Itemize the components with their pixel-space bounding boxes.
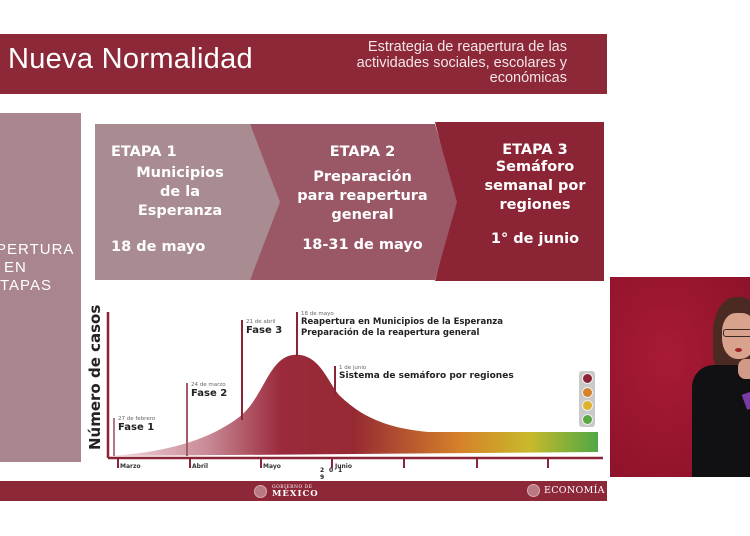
stray-char: 2 — [320, 467, 325, 474]
orange-lamp — [581, 386, 593, 398]
traffic-light-icon — [579, 371, 595, 427]
stages-panel: ETAPA 1 Municipios de la Esperanza 18 de… — [95, 122, 604, 282]
stage-1-shape — [95, 124, 280, 280]
title-bar: Nueva Normalidad Estrategia de reapertur… — [0, 34, 607, 94]
left-panel-line: TAPAS — [0, 277, 52, 294]
stage-1: ETAPA 1 Municipios de la Esperanza 18 de… — [105, 144, 255, 255]
left-panel-line: PERTURA — [0, 241, 75, 258]
stage-1-desc: Municipios de la Esperanza — [136, 165, 224, 219]
stage-2-date: 18-31 de mayo — [302, 237, 423, 253]
economia-text: ECONOMÍA — [544, 485, 605, 496]
gobierno-logo: GOBIERNO DE MÉXICO — [254, 484, 319, 498]
stage-3-date: 1° de junio — [490, 231, 580, 247]
stray-char: 9 — [320, 474, 325, 481]
stages-chevrons — [95, 122, 604, 281]
stage-1-label: ETAPA 1 — [111, 144, 177, 160]
stage-2-label: ETAPA 2 — [329, 144, 396, 160]
stray-char: 0 — [329, 467, 334, 474]
x-tick-junio: Junio — [335, 463, 352, 470]
mexico-text: MÉXICO — [272, 489, 319, 499]
seal-icon — [527, 484, 540, 497]
yellow-lamp — [581, 400, 593, 411]
glasses-icon — [723, 329, 750, 337]
note-semaforo: 1 de junio Sistema de semáforo por regio… — [339, 365, 514, 381]
stage-3: ETAPA 3 Semáforo semanal por regiones 1°… — [470, 142, 600, 247]
x-tick-abril: Abril — [192, 463, 209, 470]
stray-char: 1 — [338, 467, 343, 474]
green-lamp — [581, 413, 593, 425]
note-reapertura: 18 de mayo Reapertura en Municipios de l… — [301, 311, 503, 338]
page-title: Nueva Normalidad — [8, 43, 253, 75]
economia-logo: ECONOMÍA — [527, 484, 605, 497]
chart-graphics — [106, 312, 603, 468]
stage-3-label: ETAPA 3 — [502, 142, 568, 158]
stage-2: ETAPA 2 Preparación para reapertura gene… — [285, 144, 440, 253]
stage-3-desc: Semáforo semanal por regiones — [484, 159, 586, 213]
footer-band: GOBIERNO DE MÉXICO ECONOMÍA — [0, 481, 607, 501]
epidemic-chart: Número de casos 27 de febrero Fase 1 24 … — [86, 300, 608, 481]
note-fase-3: 21 de abril Fase 3 — [246, 319, 283, 336]
interpreter-hand — [738, 359, 750, 379]
left-panel-line: EN — [4, 259, 27, 276]
epidemic-curve — [110, 354, 598, 456]
stage-1-date: 18 de mayo — [111, 239, 206, 255]
gobierno-small-text: GOBIERNO DE — [272, 485, 313, 490]
y-axis-label: Número de casos — [86, 304, 104, 450]
note-fase-1: 27 de febrero Fase 1 — [118, 416, 156, 433]
page-subtitle: Estrategia de reapertura de las activida… — [356, 39, 567, 86]
x-tick-mayo: Mayo — [263, 463, 281, 470]
note-fase-2: 24 de marzo Fase 2 — [191, 382, 228, 399]
stage-3-shape — [435, 122, 604, 281]
x-tick-marzo: Marzo — [120, 463, 141, 470]
left-panel: PERTURA EN TAPAS — [0, 113, 81, 462]
left-panel-text: PERTURA EN TAPAS — [0, 241, 118, 295]
interpreter-video — [610, 277, 750, 477]
red-lamp — [581, 373, 593, 384]
stage-2-desc: Preparación para reapertura general — [297, 169, 428, 223]
stage-2-shape — [250, 124, 457, 280]
seal-icon — [254, 484, 267, 498]
interpreter-body — [692, 365, 750, 477]
